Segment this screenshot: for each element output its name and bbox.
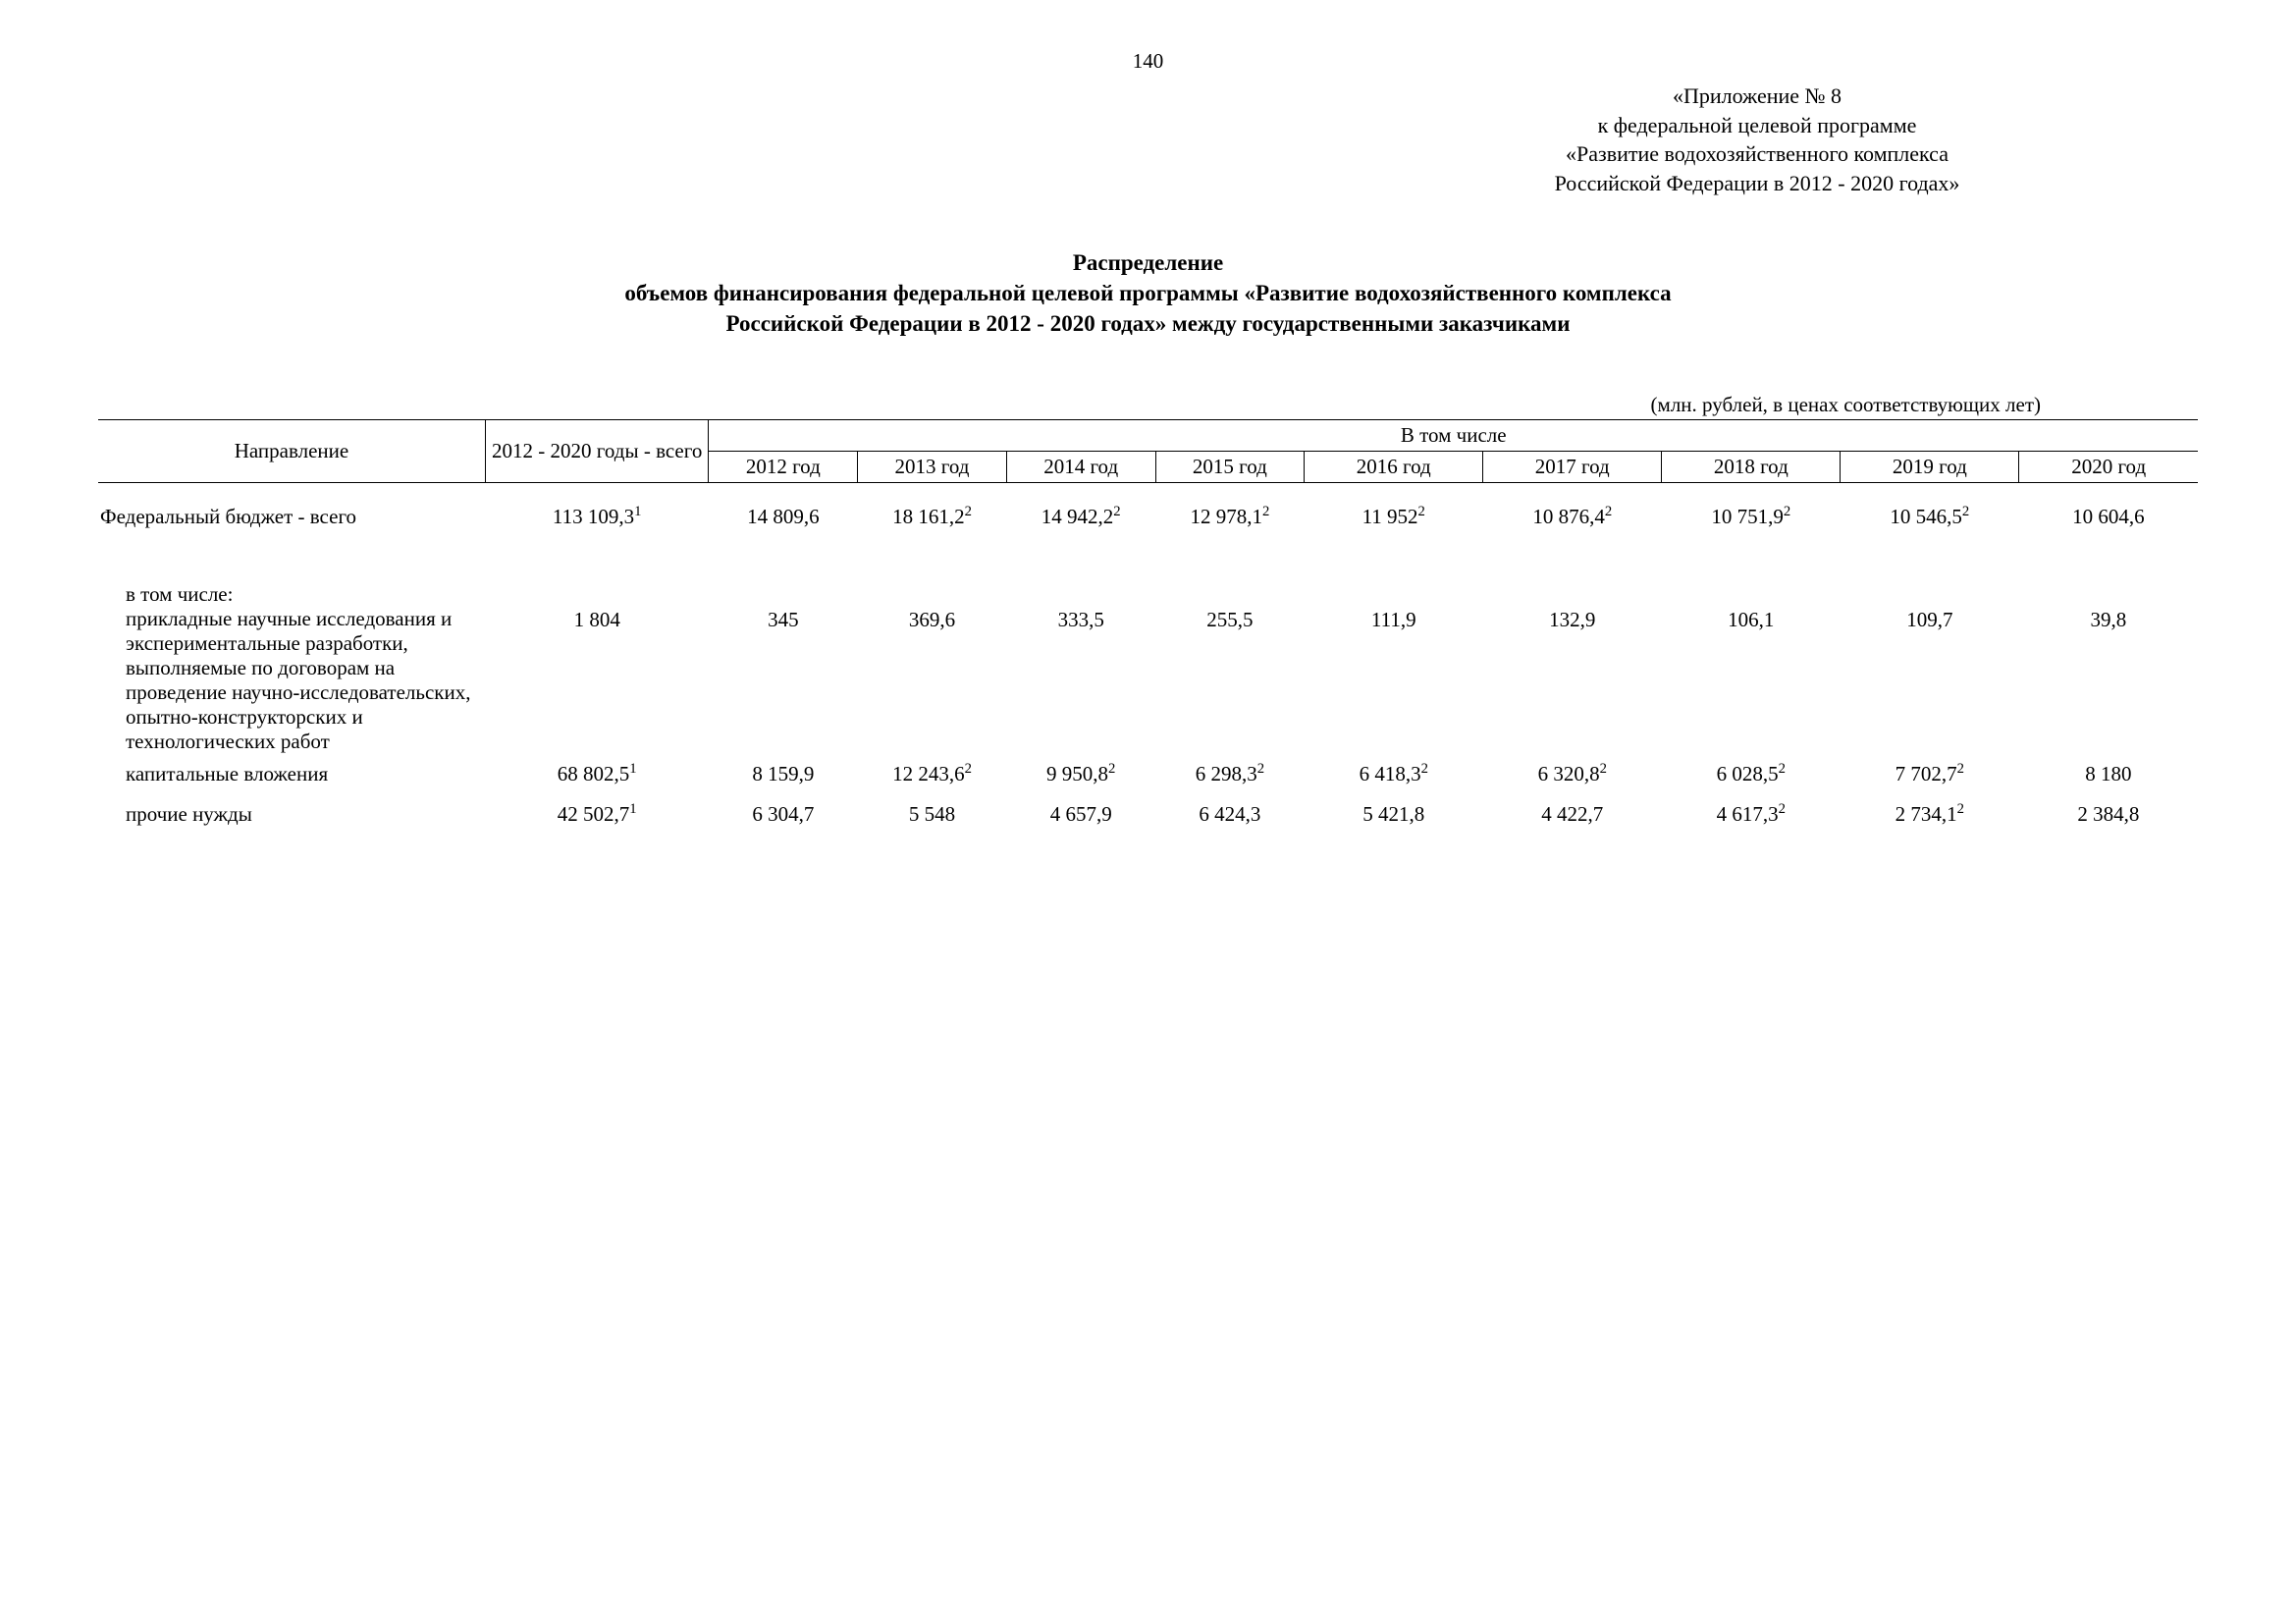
col-direction: Направление (98, 419, 485, 482)
col-2018: 2018 год (1662, 451, 1841, 482)
title-line: Российской Федерации в 2012 - 2020 годах… (98, 308, 2198, 339)
row-label: капитальные вложения (98, 758, 485, 790)
row-label: прочие нужды (98, 790, 485, 831)
appendix-block: «Приложение № 8 к федеральной целевой пр… (1335, 81, 2179, 198)
cell: 2 734,12 (1841, 790, 2019, 831)
title-line: объемов финансирования федеральной целев… (98, 278, 2198, 308)
cell: 106,1 (1662, 533, 1841, 758)
funding-table: Направление 2012 - 2020 годы - всего В т… (98, 419, 2198, 831)
cell: 42 502,71 (485, 790, 709, 831)
cell: 345 (709, 533, 858, 758)
cell: 8 159,9 (709, 758, 858, 790)
appendix-line: «Приложение № 8 (1335, 81, 2179, 111)
col-2013: 2013 год (858, 451, 1007, 482)
table-row: прочие нужды 42 502,71 6 304,7 5 548 4 6… (98, 790, 2198, 831)
cell: 7 702,72 (1841, 758, 2019, 790)
col-2015: 2015 год (1155, 451, 1305, 482)
appendix-line: к федеральной целевой программе (1335, 111, 2179, 140)
cell: 2 384,8 (2019, 790, 2198, 831)
row-label: Федеральный бюджет - всего (98, 482, 485, 533)
cell: 10 604,6 (2019, 482, 2198, 533)
col-2019: 2019 год (1841, 451, 2019, 482)
col-total: 2012 - 2020 годы - всего (485, 419, 709, 482)
col-2012: 2012 год (709, 451, 858, 482)
page-number: 140 (98, 49, 2198, 74)
cell: 1 804 (485, 533, 709, 758)
cell: 255,5 (1155, 533, 1305, 758)
cell: 333,5 (1006, 533, 1155, 758)
cell: 39,8 (2019, 533, 2198, 758)
cell: 109,7 (1841, 533, 2019, 758)
cell: 6 418,32 (1305, 758, 1483, 790)
cell: 18 161,22 (858, 482, 1007, 533)
table-row: капитальные вложения 68 802,51 8 159,9 1… (98, 758, 2198, 790)
cell: 111,9 (1305, 533, 1483, 758)
appendix-line: «Развитие водохозяйственного комплекса (1335, 139, 2179, 169)
cell: 6 028,52 (1662, 758, 1841, 790)
cell: 12 243,62 (858, 758, 1007, 790)
row-label: в том числе: прикладные научные исследов… (98, 533, 485, 758)
appendix-line: Российской Федерации в 2012 - 2020 годах… (1335, 169, 2179, 198)
cell: 8 180 (2019, 758, 2198, 790)
cell: 12 978,12 (1155, 482, 1305, 533)
cell: 4 617,32 (1662, 790, 1841, 831)
cell: 369,6 (858, 533, 1007, 758)
cell: 4 657,9 (1006, 790, 1155, 831)
cell: 10 546,52 (1841, 482, 2019, 533)
col-2020: 2020 год (2019, 451, 2198, 482)
cell: 113 109,31 (485, 482, 709, 533)
cell: 10 876,42 (1483, 482, 1662, 533)
cell: 6 304,7 (709, 790, 858, 831)
col-including: В том числе (709, 419, 2198, 451)
title-line: Распределение (98, 247, 2198, 278)
cell: 6 424,3 (1155, 790, 1305, 831)
document-title: Распределение объемов финансирования фед… (98, 247, 2198, 339)
cell: 9 950,82 (1006, 758, 1155, 790)
cell: 4 422,7 (1483, 790, 1662, 831)
row-prefix: в том числе: (100, 582, 477, 607)
row-sublabel: прикладные научные исследования и экспер… (100, 607, 477, 754)
cell: 68 802,51 (485, 758, 709, 790)
cell: 14 942,22 (1006, 482, 1155, 533)
cell: 5 548 (858, 790, 1007, 831)
col-2017: 2017 год (1483, 451, 1662, 482)
col-2014: 2014 год (1006, 451, 1155, 482)
units-note: (млн. рублей, в ценах соответствующих ле… (98, 393, 2198, 417)
cell: 11 9522 (1305, 482, 1483, 533)
cell: 6 298,32 (1155, 758, 1305, 790)
cell: 10 751,92 (1662, 482, 1841, 533)
col-2016: 2016 год (1305, 451, 1483, 482)
cell: 5 421,8 (1305, 790, 1483, 831)
table-row: Федеральный бюджет - всего 113 109,31 14… (98, 482, 2198, 533)
cell: 14 809,6 (709, 482, 858, 533)
table-row: в том числе: прикладные научные исследов… (98, 533, 2198, 758)
cell: 6 320,82 (1483, 758, 1662, 790)
cell: 132,9 (1483, 533, 1662, 758)
